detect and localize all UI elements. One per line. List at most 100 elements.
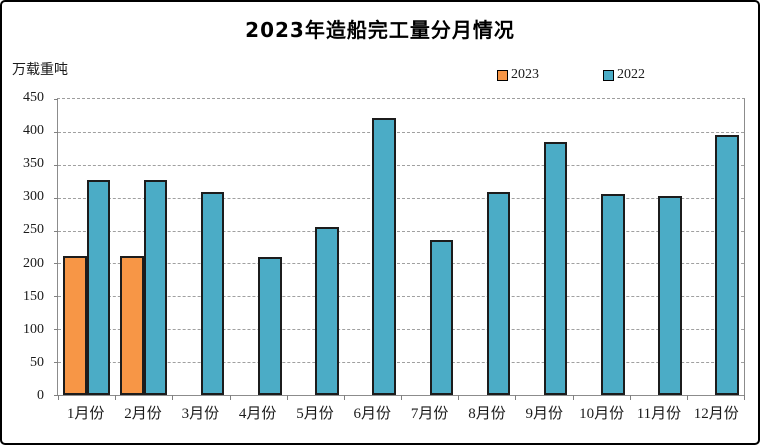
x-axis-labels: 1月份 2月份 3月份 4月份 5月份 6月份 7月份 8月份 9月份 10月份 11月份 12月份: [57, 402, 745, 423]
category-cell: [401, 99, 458, 395]
y-tick-label: 300: [23, 189, 44, 205]
y-tick-label: 100: [23, 321, 44, 337]
legend-item-2022: 2022: [603, 67, 645, 83]
legend-label-2023: 2023: [511, 67, 539, 82]
x-tick-label: 11月份: [636, 406, 682, 422]
bar-2023-2月份: [120, 256, 144, 395]
category-cell: [687, 99, 744, 395]
bar-slot: [635, 99, 659, 395]
y-tick-label: 250: [23, 222, 44, 238]
y-axis-unit-label: 万载重吨: [12, 63, 68, 78]
bar-slot: [715, 99, 739, 395]
x-axis-tick: [172, 395, 174, 400]
gridline: [58, 230, 744, 232]
x-axis-tick: [343, 395, 345, 400]
category-cell: [573, 99, 630, 395]
bar-2022-11月份: [658, 196, 682, 395]
bar-2022-10月份: [601, 193, 625, 395]
bar-2023-1月份: [63, 256, 87, 395]
category-cell: [230, 99, 287, 395]
bar-slot: [315, 99, 339, 395]
gridline: [58, 263, 744, 265]
legend: 2023 2022: [497, 67, 645, 83]
bar-slot: [292, 99, 316, 395]
x-axis-tick: [115, 395, 117, 400]
x-axis-tick: [572, 395, 574, 400]
bar-slot: [429, 99, 454, 395]
bar-slot: [520, 99, 544, 395]
bar-2022-6月份: [372, 118, 396, 395]
x-axis-tick: [629, 395, 631, 400]
y-axis-labels: 450 400 350 300 250 200 150 100 50 0: [2, 90, 50, 403]
y-tick-label: 400: [23, 123, 44, 139]
y-tick-label: 50: [30, 354, 44, 370]
x-axis-tick: [401, 395, 402, 400]
plot-area: [54, 98, 745, 400]
y-axis-tick: [54, 131, 58, 133]
category-cell: [458, 99, 515, 395]
x-tick-label: 2月份: [124, 406, 162, 422]
y-axis-tick: [54, 296, 58, 298]
gridline: [58, 296, 744, 298]
bar-slot: [63, 99, 87, 395]
category-cell: [287, 99, 344, 395]
x-tick-label: 5月份: [296, 406, 334, 422]
category-cell: [58, 99, 115, 395]
x-axis-tick: [686, 395, 688, 400]
x-tick-label: 12月份: [693, 406, 739, 422]
category-cell: [115, 99, 172, 395]
x-axis-tick: [58, 395, 59, 400]
bar-slot: [601, 99, 625, 395]
x-tick-label: 9月份: [525, 406, 564, 422]
bar-slot: [143, 99, 168, 395]
legend-swatch-2022-icon: [603, 69, 614, 81]
bar-2022-4月份: [258, 256, 282, 395]
x-tick-label: 8月份: [468, 406, 506, 422]
x-axis-tick: [286, 395, 288, 400]
y-axis-tick: [54, 395, 58, 396]
x-tick-label: 3月份: [181, 406, 220, 422]
y-axis-tick: [54, 362, 58, 364]
bar-slot: [120, 99, 144, 395]
bar-2022-7月份: [429, 240, 454, 395]
y-tick-label: 0: [37, 388, 44, 403]
bar-slot: [692, 99, 716, 395]
gridline: [58, 131, 744, 133]
bar-2022-1月份: [86, 179, 111, 395]
bar-slot: [486, 99, 511, 395]
x-tick-label: 6月份: [353, 406, 392, 422]
bar-2022-5月份: [315, 226, 339, 395]
bar-slot: [578, 99, 602, 395]
x-tick-label: 7月份: [410, 406, 449, 422]
bar-slot: [406, 99, 430, 395]
bar-slot: [543, 99, 568, 395]
x-tick-label: 1月份: [66, 406, 105, 422]
chart-title: 2023年造船完工量分月情况: [245, 18, 515, 42]
bar-slot: [235, 99, 259, 395]
y-tick-label: 350: [23, 156, 44, 172]
bar-2022-9月份: [543, 142, 568, 395]
legend-swatch-2023-icon: [497, 69, 508, 81]
x-axis-tick: [744, 395, 745, 400]
gridline: [58, 197, 744, 199]
y-axis-tick: [54, 164, 58, 166]
bar-slot: [177, 99, 201, 395]
bar-2022-2月份: [143, 179, 168, 395]
bar-slot: [200, 99, 225, 395]
gridline: [58, 362, 744, 364]
category-cell: [172, 99, 229, 395]
bar-slot: [372, 99, 396, 395]
y-axis-tick: [54, 263, 58, 265]
bar-2022-3月份: [200, 192, 225, 395]
y-tick-label: 150: [23, 288, 44, 304]
x-axis-tick: [229, 395, 231, 400]
x-tick-label: 10月份: [579, 406, 625, 422]
category-cell: [344, 99, 401, 395]
legend-label-2022: 2022: [617, 67, 645, 82]
y-axis-tick: [54, 197, 58, 199]
bars-row: [58, 99, 744, 395]
bar-slot: [349, 99, 373, 395]
bar-2022-12月份: [715, 134, 739, 395]
category-cell: [515, 99, 572, 395]
